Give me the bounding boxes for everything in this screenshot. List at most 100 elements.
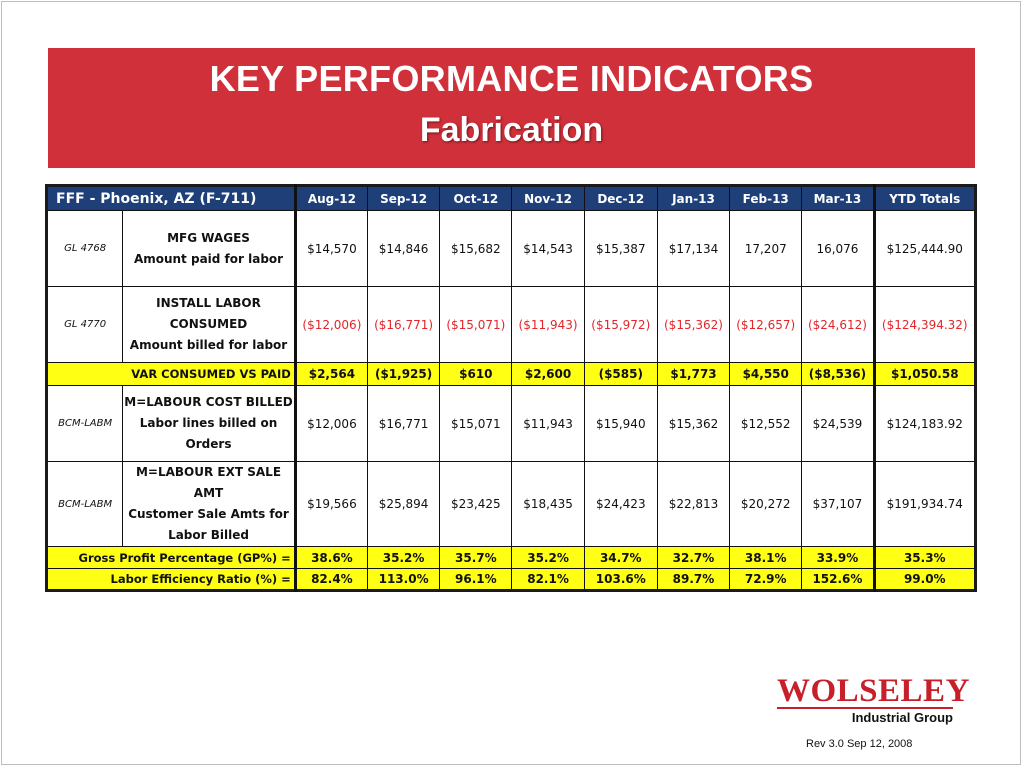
table-cell: $1,773 (656, 362, 731, 386)
description-line: M=LABOUR EXT SALE AMT (135, 465, 282, 500)
table-row-labour-ext-sale: BCM-LABM M=LABOUR EXT SALE AMT Customer … (45, 461, 977, 547)
table-cell: $25,894 (366, 461, 441, 547)
table-cell: 152.6% (801, 568, 875, 591)
description-line: Orders (185, 437, 232, 451)
table-cell: 113.0% (366, 568, 441, 591)
table-cell: 96.1% (439, 568, 513, 591)
table-cell: $2,564 (293, 362, 369, 386)
table-row-mfg-wages: GL 4768 MFG WAGES Amount paid for labor … (45, 210, 977, 287)
description-line: Labor Billed (168, 528, 249, 542)
page-subtitle: Fabrication (419, 111, 604, 149)
table-cell: 32.7% (656, 546, 731, 569)
table-row-gross-profit: Gross Profit Percentage (GP%) = 38.6% 35… (46, 546, 977, 569)
table-cell: ($585) (583, 362, 658, 386)
description-line: M=LABOUR COST BILLED (124, 395, 293, 409)
table-cell: ($15,362) (656, 286, 731, 363)
table-cell: ($8,536) (801, 362, 875, 386)
table-cell: 33.9% (801, 546, 875, 569)
table-cell: 38.1% (729, 546, 803, 569)
row-description: M=LABOUR EXT SALE AMT Customer Sale Amts… (122, 461, 296, 547)
logo-underline (777, 707, 953, 709)
description-line: CONSUMED (169, 317, 248, 331)
ytd-cell: ($124,394.32) (872, 286, 977, 363)
table-cell: $11,943 (511, 385, 585, 462)
month-header: Oct-12 (439, 185, 513, 211)
table-cell: 82.1% (511, 568, 585, 591)
account-code: BCM-LABM (45, 461, 124, 547)
table-cell: $15,940 (583, 385, 658, 462)
table-row-labour-cost-billed: BCM-LABM M=LABOUR COST BILLED Labor line… (45, 385, 977, 462)
entity-header: FFF - Phoenix, AZ (F-711) (46, 185, 296, 211)
table-cell: $12,552 (729, 385, 803, 462)
table-cell: 89.7% (656, 568, 731, 591)
table-cell: $14,846 (366, 210, 441, 287)
table-cell: ($12,006) (293, 286, 369, 363)
logo-subtitle: Industrial Group (851, 710, 953, 725)
wolseley-logo: WOLSELEY Industrial Group (777, 674, 969, 730)
ytd-cell: 99.0% (872, 568, 977, 591)
month-header: Feb-13 (729, 185, 803, 211)
table-cell: 35.7% (439, 546, 513, 569)
header-row: FFF - Phoenix, AZ (F-711) Aug-12 Sep-12 … (46, 185, 977, 211)
row-label: VAR CONSUMED VS PAID (46, 362, 296, 386)
ytd-cell: $124,183.92 (872, 385, 977, 462)
table-cell: $16,771 (366, 385, 441, 462)
table-cell: $17,134 (656, 210, 731, 287)
account-code: GL 4770 (45, 286, 124, 363)
account-code: BCM-LABM (45, 385, 124, 462)
row-description: MFG WAGES Amount paid for labor (122, 210, 296, 287)
table-cell: $15,071 (439, 385, 513, 462)
description-line: Amount paid for labor (133, 251, 284, 266)
table-cell: $2,600 (511, 362, 585, 386)
table-cell: 72.9% (729, 568, 803, 591)
table-cell: $20,272 (729, 461, 803, 547)
table-cell: $610 (439, 362, 513, 386)
table-cell: $19,566 (293, 461, 369, 547)
table-cell: 34.7% (583, 546, 658, 569)
ytd-cell: $1,050.58 (872, 362, 977, 386)
description-line: Customer Sale Amts for (128, 507, 289, 521)
table-cell: ($24,612) (801, 286, 875, 363)
table-cell: 35.2% (511, 546, 585, 569)
table-cell: 35.2% (366, 546, 441, 569)
month-header: Jan-13 (656, 185, 731, 211)
month-header: Mar-13 (801, 185, 875, 211)
page-title: KEY PERFORMANCE INDICATORS (209, 58, 814, 99)
description-line: MFG WAGES (167, 230, 250, 245)
title-banner: KEY PERFORMANCE INDICATORS Fabrication (48, 48, 975, 168)
description-line: Amount billed for labor (129, 338, 288, 352)
table-row-variance: VAR CONSUMED VS PAID $2,564 ($1,925) $61… (46, 362, 977, 386)
kpi-table: FFF - Phoenix, AZ (F-711) Aug-12 Sep-12 … (45, 184, 977, 592)
ytd-cell: $125,444.90 (872, 210, 977, 287)
table-cell: 38.6% (293, 546, 369, 569)
month-header: Aug-12 (293, 185, 369, 211)
table-cell: $18,435 (511, 461, 585, 547)
month-header: Sep-12 (366, 185, 441, 211)
table-row-labor-efficiency: Labor Efficiency Ratio (%) = 82.4% 113.0… (46, 568, 977, 591)
row-description: M=LABOUR COST BILLED Labor lines billed … (122, 385, 296, 462)
table-cell: $14,570 (293, 210, 369, 287)
table-cell: ($16,771) (366, 286, 441, 363)
table-cell: 103.6% (583, 568, 658, 591)
table-cell: 17,207 (729, 210, 803, 287)
table-cell: $12,006 (293, 385, 369, 462)
table-cell: $4,550 (729, 362, 803, 386)
ytd-header: YTD Totals (872, 185, 977, 211)
table-cell: $37,107 (801, 461, 875, 547)
row-label: Labor Efficiency Ratio (%) = (46, 568, 296, 591)
description-line: INSTALL LABOR (156, 296, 261, 310)
month-header: Nov-12 (511, 185, 585, 211)
table-cell: 16,076 (801, 210, 875, 287)
table-cell: $23,425 (439, 461, 513, 547)
month-header: Dec-12 (583, 185, 658, 211)
table-cell: $24,539 (801, 385, 875, 462)
table-cell: 82.4% (293, 568, 369, 591)
table-cell: $24,423 (583, 461, 658, 547)
table-row-install-labor: GL 4770 INSTALL LABOR CONSUMED Amount bi… (45, 286, 977, 363)
table-cell: $22,813 (656, 461, 731, 547)
row-label: Gross Profit Percentage (GP%) = (46, 546, 296, 569)
table-cell: ($1,925) (366, 362, 441, 386)
account-code: GL 4768 (45, 210, 124, 287)
table-cell: $15,387 (583, 210, 658, 287)
